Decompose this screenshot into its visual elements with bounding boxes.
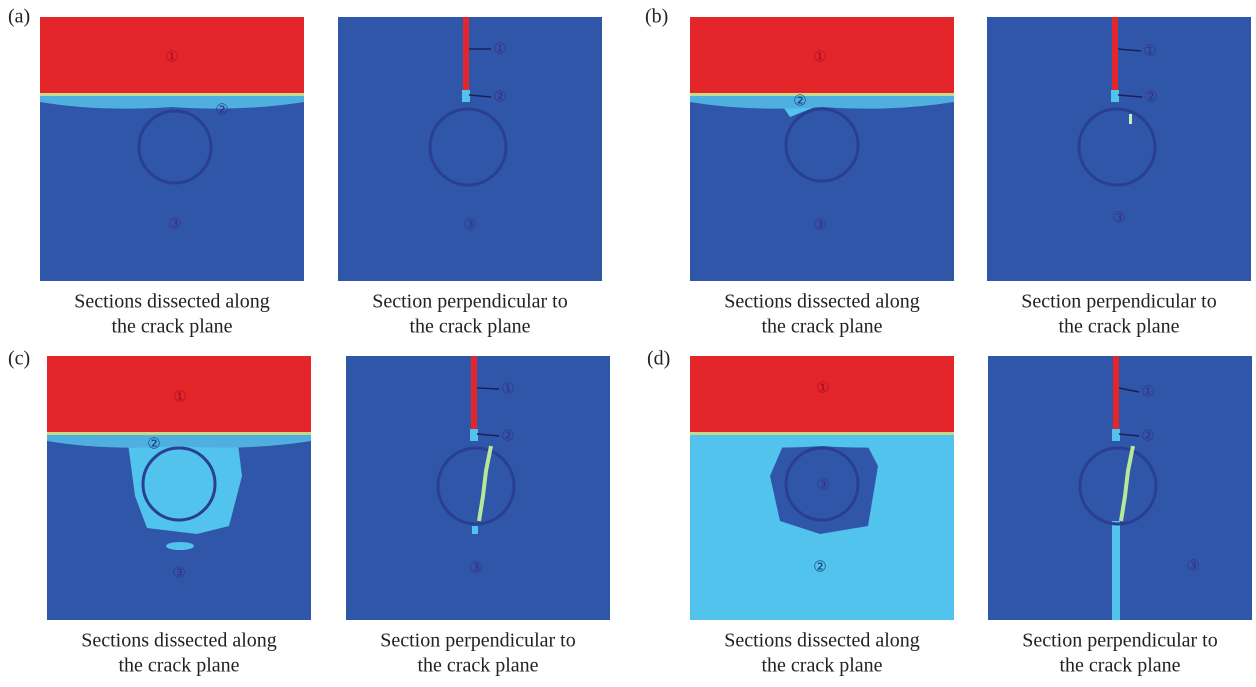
simulation-image: ① ② ③	[47, 356, 311, 620]
simulation-image: ① ② ③	[690, 17, 954, 281]
background	[987, 17, 1251, 281]
interface-band	[690, 433, 954, 448]
figure: (a) ① ② ③ Sections dissected along the crack …	[0, 0, 1256, 682]
panel-label: (b)	[645, 6, 668, 28]
region-marker: ①	[816, 379, 829, 397]
region-marker: ②	[493, 88, 506, 106]
caption: Section perpendicular to	[372, 291, 568, 313]
interface-band	[690, 94, 954, 109]
background	[346, 356, 610, 620]
caption: Section perpendicular to	[380, 630, 576, 652]
caption: the crack plane	[1058, 316, 1179, 338]
region-marker: ①	[1143, 42, 1156, 60]
caption: the crack plane	[409, 316, 530, 338]
caption: the crack plane	[761, 655, 882, 677]
simulation-image: ① ③ ②	[690, 356, 954, 620]
region-marker: ②	[793, 92, 806, 110]
crack-spot	[472, 526, 478, 534]
damage-spot	[166, 542, 194, 550]
region-marker: ②	[1144, 88, 1157, 106]
region-marker: ③	[463, 216, 476, 234]
region-marker: ③	[1112, 209, 1125, 227]
background	[338, 17, 602, 281]
region-marker: ②	[501, 427, 514, 445]
crack-segment	[1129, 114, 1132, 124]
crack-tip	[462, 90, 470, 102]
crack-tip	[1111, 90, 1119, 102]
interface-band	[47, 433, 311, 448]
region-marker: ③	[172, 564, 185, 582]
region-marker: ①	[165, 48, 178, 66]
caption: Section perpendicular to	[1021, 291, 1217, 313]
region-marker: ③	[469, 559, 482, 577]
region-marker: ③	[168, 215, 181, 233]
region-marker: ②	[813, 558, 826, 576]
panel-label: (c)	[8, 348, 30, 370]
red-crack	[463, 17, 469, 92]
caption: Section perpendicular to	[1022, 630, 1218, 652]
region-marker: ②	[215, 101, 228, 119]
region-marker: ②	[1141, 427, 1154, 445]
crack-tip	[1112, 429, 1120, 441]
red-crack	[1112, 17, 1118, 92]
caption: Sections dissected along	[724, 630, 920, 652]
red-crack	[471, 356, 477, 431]
region-marker: ③	[1186, 557, 1199, 575]
simulation-image: ① ② ③	[40, 17, 304, 281]
region-marker: ①	[813, 48, 826, 66]
caption: Sections dissected along	[724, 291, 920, 313]
region-marker: ①	[1141, 383, 1154, 401]
caption: the crack plane	[1059, 655, 1180, 677]
red-crack	[1113, 356, 1119, 431]
caption: the crack plane	[417, 655, 538, 677]
interface-band	[40, 94, 304, 109]
region-marker: ①	[173, 388, 186, 406]
simulation-image: ① ② ③	[338, 17, 602, 281]
caption: the crack plane	[111, 316, 232, 338]
caption: Sections dissected along	[81, 630, 277, 652]
region-marker: ②	[147, 435, 160, 453]
caption: the crack plane	[118, 655, 239, 677]
simulation-image: ① ② ③	[987, 17, 1251, 281]
panel-label: (d)	[647, 348, 670, 370]
caption: Sections dissected along	[74, 291, 270, 313]
leader-line	[477, 388, 499, 389]
region-marker: ①	[493, 40, 506, 58]
simulation-image: ① ② ③	[988, 356, 1252, 620]
simulation-image: ① ② ③	[346, 356, 610, 620]
cyan-strip	[1112, 521, 1120, 620]
panel-label: (a)	[8, 6, 30, 28]
region-marker: ①	[501, 380, 514, 398]
caption: the crack plane	[761, 316, 882, 338]
crack-tip	[470, 429, 478, 441]
region-marker: ③	[816, 476, 829, 494]
region-marker: ③	[813, 216, 826, 234]
